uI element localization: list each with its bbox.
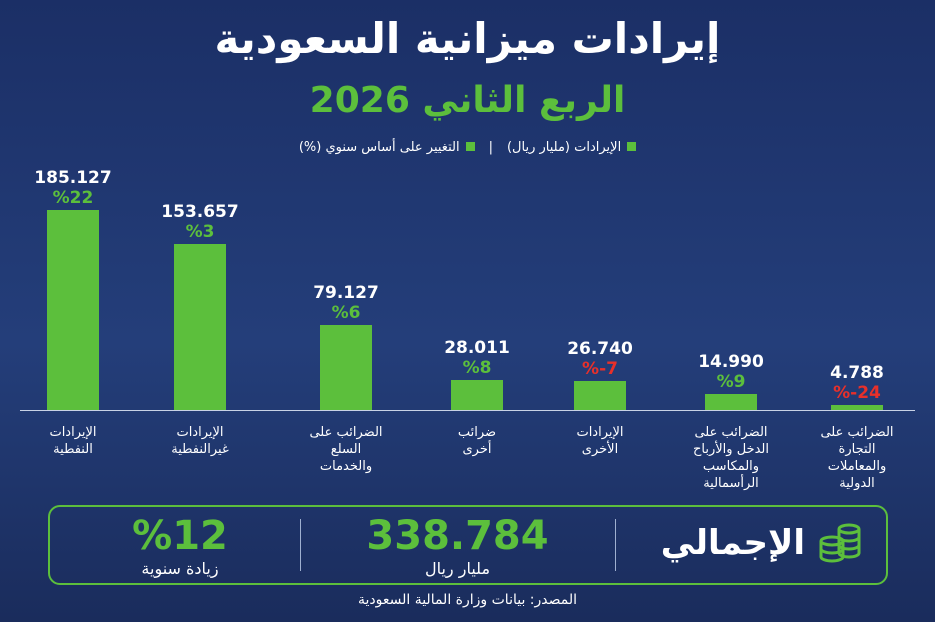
summary-growth-label: زيادة سنوية	[141, 559, 219, 578]
divider	[615, 519, 616, 571]
change-label: %3	[185, 221, 215, 242]
legend-separator: |	[488, 140, 493, 155]
bar	[705, 393, 757, 410]
change-label: %-24	[833, 382, 881, 403]
value-label: 26.740	[567, 339, 633, 360]
x-tick-label: الضرائب على الدخل والأرباح والمكاسب الرأ…	[693, 425, 769, 491]
bar	[47, 210, 99, 410]
value-label: 14.990	[698, 351, 764, 372]
baseline	[20, 410, 915, 411]
chart-subtitle: الربع الثاني 2026	[309, 80, 626, 121]
change-label: %9	[716, 371, 746, 392]
legend-entry: التغيير على أساس سنوي (%)	[299, 140, 475, 155]
x-tick-label: الإيرادات النفطية	[49, 425, 97, 457]
x-tick-label: الإيرادات الأخرى	[576, 425, 624, 457]
legend-swatch	[627, 142, 637, 151]
value-label: 79.127	[313, 282, 379, 303]
bar	[174, 243, 226, 410]
coins-icon	[819, 523, 861, 563]
legend-label: التغيير على أساس سنوي (%)	[298, 140, 460, 155]
source: المصدر: بيانات وزارة المالية السعودية	[357, 592, 578, 608]
x-tick-label: ضرائب أخرى	[457, 425, 497, 457]
bar	[320, 324, 372, 410]
summary-total-unit: مليار ريال	[424, 559, 491, 578]
bar	[574, 381, 626, 410]
change-label: %8	[462, 357, 492, 378]
legend-swatch	[465, 142, 475, 151]
x-tick-label: الضرائب على التجارة والمعاملات الدولية	[820, 425, 894, 491]
bar	[831, 404, 883, 410]
legend-label: الإيرادات (مليار ريال)	[506, 140, 622, 155]
summary-label: الإجمالي	[660, 523, 805, 563]
x-tick-label: الإيرادات غيرالنفطية	[171, 425, 229, 457]
value-label: 185.127	[34, 168, 112, 188]
summary-box: الإجمالي 338.784 مليار ريال %12 زيادة سن…	[48, 505, 888, 585]
value-label: 4.788	[830, 362, 884, 383]
change-label: %-7	[582, 359, 618, 380]
chart-title: إيرادات ميزانية السعودية	[214, 14, 721, 63]
divider	[300, 519, 301, 571]
bar	[451, 379, 503, 410]
x-tick-label: الضرائب على السلع والخدمات	[309, 425, 383, 474]
legend-entry: الإيرادات (مليار ريال)	[506, 140, 637, 155]
change-label: %22	[52, 188, 94, 208]
value-label: 28.011	[444, 337, 510, 358]
legend: الإيرادات (مليار ريال) | التغيير على أسا…	[0, 140, 935, 155]
summary-total: 338.784	[366, 513, 549, 559]
value-label: 153.657	[161, 201, 239, 222]
change-label: %6	[331, 302, 361, 323]
summary-growth: %12	[132, 513, 228, 559]
